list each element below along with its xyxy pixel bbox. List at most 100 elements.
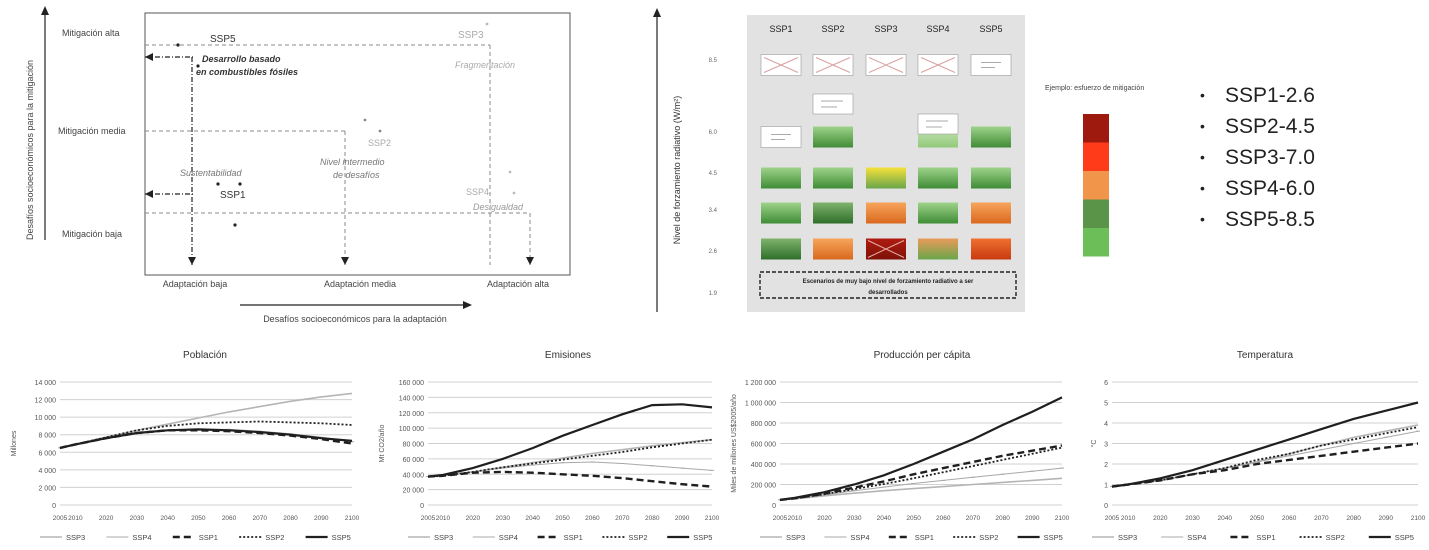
quadrant-markers (176, 22, 516, 227)
ssp4-name: Desigualdad (473, 202, 524, 212)
y-tick-label: 3 (1104, 442, 1108, 449)
legend-label: SSP3 (1118, 533, 1137, 542)
series-line-ssp5 (59, 428, 353, 449)
quadrant-guides (145, 44, 531, 265)
x-tick-label: 2090 (1025, 515, 1040, 522)
legend-label: SSP2 (979, 533, 998, 542)
y-tick-label: 140 000 (399, 395, 424, 402)
x-tick-label: 2040 (877, 515, 892, 522)
matrix-cell-g (918, 202, 958, 224)
x-tick-label: 2090 (314, 515, 329, 522)
axis-arrowheads (145, 53, 534, 265)
bullet-item: • SSP5-8.5 (1200, 204, 1420, 235)
matrix-y-tick: 1.9 (709, 291, 718, 297)
y-tick-label: 160 000 (399, 380, 424, 387)
matrix-cell-y (866, 167, 906, 189)
bullet-item: • SSP2-4.5 (1200, 111, 1420, 142)
series-line-ssp5 (779, 396, 1063, 501)
matrix-footer-box (759, 271, 1017, 299)
matrix-cell-g (971, 167, 1011, 189)
x-tick-label: 2030 (1185, 515, 1200, 522)
ssp2-name: Nivel intermedio de desafíos (320, 157, 385, 180)
matrix-column-header: SSP3 (874, 24, 897, 34)
matrix-cell-o (813, 238, 853, 260)
series-line-ssp3 (1111, 424, 1419, 488)
matrix-cell-baseline (760, 126, 802, 148)
y-tick-label: 40 000 (403, 472, 425, 479)
series-line-ssp1 (779, 444, 1063, 502)
ssp3-name: Fragmentación (455, 60, 515, 70)
x-tick-label: 2050 (191, 515, 206, 522)
x-tick-label: 2020 (1153, 515, 1168, 522)
y-tick-label: 8 000 (38, 433, 56, 440)
quadrant-frame (144, 12, 571, 276)
legend-label: SSP1 (1256, 533, 1275, 542)
y-axis-label: Mt CO2/año (379, 425, 386, 463)
series-line-ssp5 (427, 403, 713, 478)
legend-label: SSP4 (499, 533, 518, 542)
y-tick-label: 60 000 (403, 457, 425, 464)
x-tick-label: 2090 (675, 515, 690, 522)
x-tick-label: 2100 (345, 515, 360, 522)
matrix-y-tick: 4.5 (709, 171, 718, 177)
y-tick-label: 200 000 (751, 483, 776, 490)
bullet-dot: • (1200, 118, 1205, 134)
legend-label: SSP2 (628, 533, 647, 542)
bullet-dot: • (1200, 87, 1205, 103)
legend-swatch (1083, 171, 1109, 200)
chart-title: Temperatura (1237, 350, 1294, 361)
matrix-legend-title: Ejemplo: esfuerzo de mitigación (1045, 85, 1144, 92)
y-level-low: Mitigación baja (62, 229, 122, 239)
legend-swatch (1083, 142, 1109, 171)
y-tick-label: 2 (1104, 462, 1108, 469)
x-tick-label: 2005 (53, 515, 68, 522)
x-tick-label: 2060 (936, 515, 951, 522)
matrix-cell-baseline (970, 54, 1012, 76)
x-level-medium: Adaptación media (324, 279, 396, 289)
bullet-label: SSP1-2.6 (1225, 84, 1315, 107)
line-chart: Población 0 2 000 4 000 6 000 8 000 10 000 12 0… (11, 350, 360, 542)
y-tick-label: 4 000 (38, 468, 56, 475)
x-tick-label: 2010 (436, 515, 451, 522)
legend-label: SSP5 (1044, 533, 1063, 542)
line-chart: Producción per cápita 0 200 000 400 000 600 … (731, 350, 1070, 542)
cell-cross-line (815, 57, 851, 73)
x-tick-label: 2030 (130, 515, 145, 522)
y-tick-label: 1 000 000 (745, 401, 776, 408)
y-axis-label: Millones (11, 430, 18, 456)
matrix-y-tick: 3.4 (709, 208, 718, 214)
x-tick-label: 2080 (995, 515, 1010, 522)
legend-swatch (1083, 199, 1109, 228)
bullet-label: SSP5-8.5 (1225, 208, 1315, 231)
matrix-cell-g (813, 167, 853, 189)
matrix-y-tick: 6.0 (709, 130, 718, 136)
matrix-cell-g (918, 167, 958, 189)
x-tick-label: 2005 (773, 515, 788, 522)
y-tick-label: 120 000 (399, 411, 424, 418)
ssp5-guides (145, 56, 195, 265)
series-line-ssp2 (779, 446, 1063, 501)
ssp1-code: SSP1 (220, 190, 246, 201)
matrix-cell-g (813, 126, 853, 148)
legend-label: SSP4 (850, 533, 869, 542)
bullet-label: SSP4-6.0 (1225, 177, 1315, 200)
chart-title: Población (183, 350, 227, 361)
y-tick-label: 12 000 (35, 398, 57, 405)
series-line-ssp1 (427, 470, 713, 488)
y-axis-label: Miles de millones US$2005/año (731, 394, 738, 493)
x-tick-label: 2100 (1055, 515, 1070, 522)
x-level-low: Adaptación baja (163, 279, 228, 289)
y-tick-label: 4 (1104, 421, 1108, 428)
legend-label: SSP4 (1187, 533, 1206, 542)
ssp2-code: SSP2 (368, 138, 391, 148)
x-tick-label: 2010 (1121, 515, 1136, 522)
matrix-cell-g (971, 126, 1011, 148)
legend-label: SSP3 (434, 533, 453, 542)
y-tick-label: 0 (1104, 503, 1108, 510)
matrix-cell-dg (761, 238, 801, 260)
y-tick-label: 600 000 (751, 442, 776, 449)
x-tick-label: 2040 (160, 515, 175, 522)
legend-label: SSP1 (915, 533, 934, 542)
legend-label: SSP5 (1395, 533, 1414, 542)
ssp4-code: SSP4 (466, 187, 489, 197)
